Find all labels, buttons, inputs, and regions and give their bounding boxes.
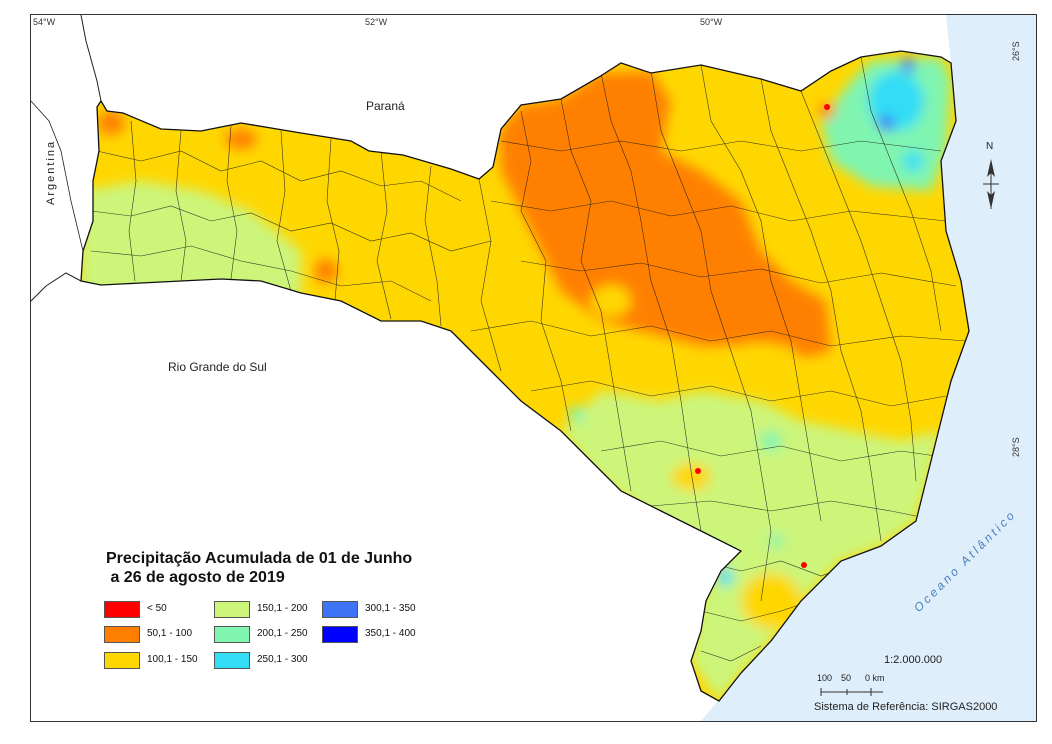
legend-title: Precipitação Acumulada de 01 de Junho a … (106, 549, 412, 587)
tick-50w: 50°W (700, 17, 723, 27)
scale-line (820, 688, 883, 696)
argentina-border (31, 272, 82, 302)
legend-swatch (104, 601, 140, 618)
legend-label: 50,1 - 100 (147, 628, 193, 639)
scale-tick-0: 0 km (865, 673, 885, 683)
legend-swatch (104, 626, 140, 643)
legend-label: 350,1 - 400 (365, 628, 416, 639)
label-rio-grande-do-sul: Rio Grande do Sul (168, 360, 267, 374)
label-north: N (986, 141, 994, 152)
legend-label: 150,1 - 200 (257, 603, 308, 614)
scale-tick-50: 50 (841, 673, 852, 683)
label-parana: Paraná (366, 99, 405, 113)
tick-26s: 26°S (1011, 41, 1021, 61)
ocean-area (701, 15, 1036, 721)
legend-swatch (322, 601, 358, 618)
north-arrow-icon (983, 159, 999, 209)
precipitation-map (31, 15, 1036, 721)
parana-border (80, 15, 102, 102)
legend-label: 100,1 - 150 (147, 654, 198, 665)
legend-swatch (214, 601, 250, 618)
scale-ratio: 1:2.000.000 (884, 654, 943, 666)
tick-52w: 52°W (365, 17, 388, 27)
legend-title-line1: Precipitação Acumulada de 01 de Junho (106, 550, 413, 567)
legend-swatch (104, 652, 140, 669)
label-argentina: Argentina (45, 139, 57, 205)
legend-label: 300,1 - 350 (365, 603, 416, 614)
map-frame: 54°W 52°W 50°W 26°S 28°S Paraná Argentin… (30, 14, 1037, 722)
legend-title-line2: a 26 de agosto de 2019 (106, 569, 285, 586)
scale-tick-100: 100 (817, 673, 833, 683)
legend-label: 200,1 - 250 (257, 628, 308, 639)
tick-28s: 28°S (1011, 437, 1021, 457)
argentina-border-2 (31, 100, 84, 252)
legend-swatch (214, 626, 250, 643)
state-outline (80, 50, 970, 702)
legend-swatch (322, 626, 358, 643)
legend-label: < 50 (147, 603, 167, 614)
legend-label: 250,1 - 300 (257, 654, 308, 665)
reference-system: Sistema de Referência: SIRGAS2000 (814, 701, 998, 713)
tick-54w: 54°W (33, 17, 56, 27)
legend-swatch (214, 652, 250, 669)
